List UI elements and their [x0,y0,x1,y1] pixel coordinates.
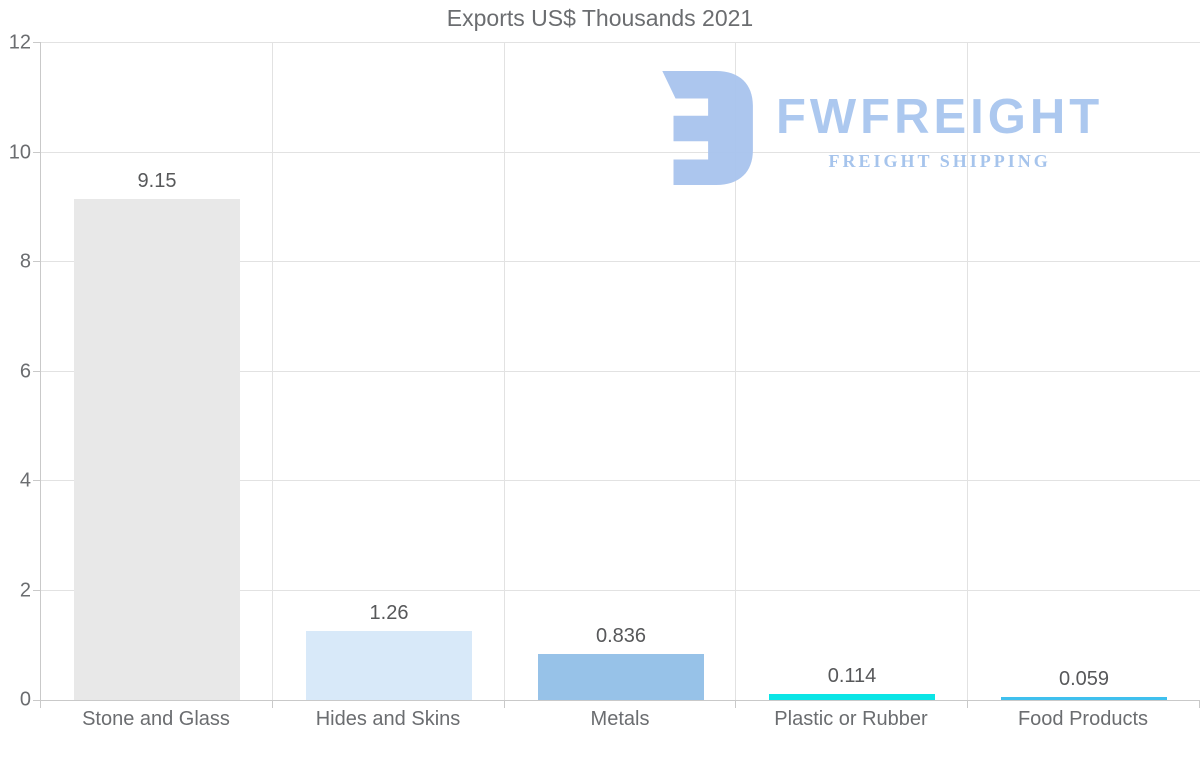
chart-title: Exports US$ Thousands 2021 [446,5,754,31]
bar-plastic-or-rubber [769,694,935,700]
watermark-logo: FWFREIGHT FREIGHT SHIPPING [649,71,1103,185]
y-tickmark-0 [33,700,41,701]
bar-value-label-metals: 0.836 [595,625,647,647]
x-gridline-3 [735,43,736,700]
x-tickmark-3 [735,701,736,708]
x-tickmark-0 [40,701,41,708]
y-gridline-10 [41,151,1200,153]
x-tickmark-4 [967,701,968,708]
bar-value-label-hides-and-skins: 1.26 [369,602,409,624]
watermark-tagline-text: FREIGHT SHIPPING [828,151,1051,171]
y-axis-label-8: 8 [19,250,31,273]
y-gridline-12 [41,42,1200,43]
y-tickmark-4 [33,480,41,481]
watermark-text-block: FWFREIGHT FREIGHT SHIPPING [776,93,1103,172]
y-axis-label-10: 10 [8,141,31,163]
plot-area: 9.15 1.26 0.836 0.114 0.059 [33,42,1200,708]
x-category-label-hides-and-skins: Hides and Skins [315,708,461,730]
fwfreight-logo-icon [662,71,753,185]
y-axis-label-4: 4 [19,469,31,492]
x-category-label-food-products: Food Products [1017,708,1149,730]
y-tickmark-8 [33,261,41,262]
y-axis-label-2: 2 [19,579,31,601]
y-gridline-6 [41,370,1200,372]
y-gridline-8 [41,261,1200,262]
x-tickmark-1 [272,701,273,708]
bar-value-label-food-products: 0.059 [1058,668,1110,690]
x-category-label-metals: Metals [590,708,650,730]
bar-stone-and-glass [74,199,240,700]
y-gridline-4 [41,480,1200,481]
x-category-label-stone-and-glass: Stone and Glass [82,708,230,730]
bar-value-label-stone-and-glass: 9.15 [137,170,177,192]
y-gridline-2 [41,589,1200,591]
y-tickmark-12 [33,42,41,43]
x-gridline-4 [967,43,968,700]
x-gridline-1 [272,43,273,700]
y-axis-label-12: 12 [8,31,31,54]
y-tickmark-2 [33,589,41,591]
x-category-label-plastic-or-rubber: Plastic or Rubber [774,708,928,730]
y-tickmark-10 [33,151,41,153]
y-tickmark-6 [33,370,41,372]
x-tickmark-2 [504,701,505,708]
bar-value-label-plastic-or-rubber: 0.114 [827,665,877,687]
x-gridline-2 [504,43,505,700]
y-axis-label-6: 6 [19,360,31,382]
bar-hides-and-skins [306,631,472,700]
watermark-brand-text: FWFREIGHT [776,90,1104,144]
bar-food-products [1001,697,1167,700]
y-axis-label-0: 0 [19,688,31,711]
bar-metals [538,654,704,700]
